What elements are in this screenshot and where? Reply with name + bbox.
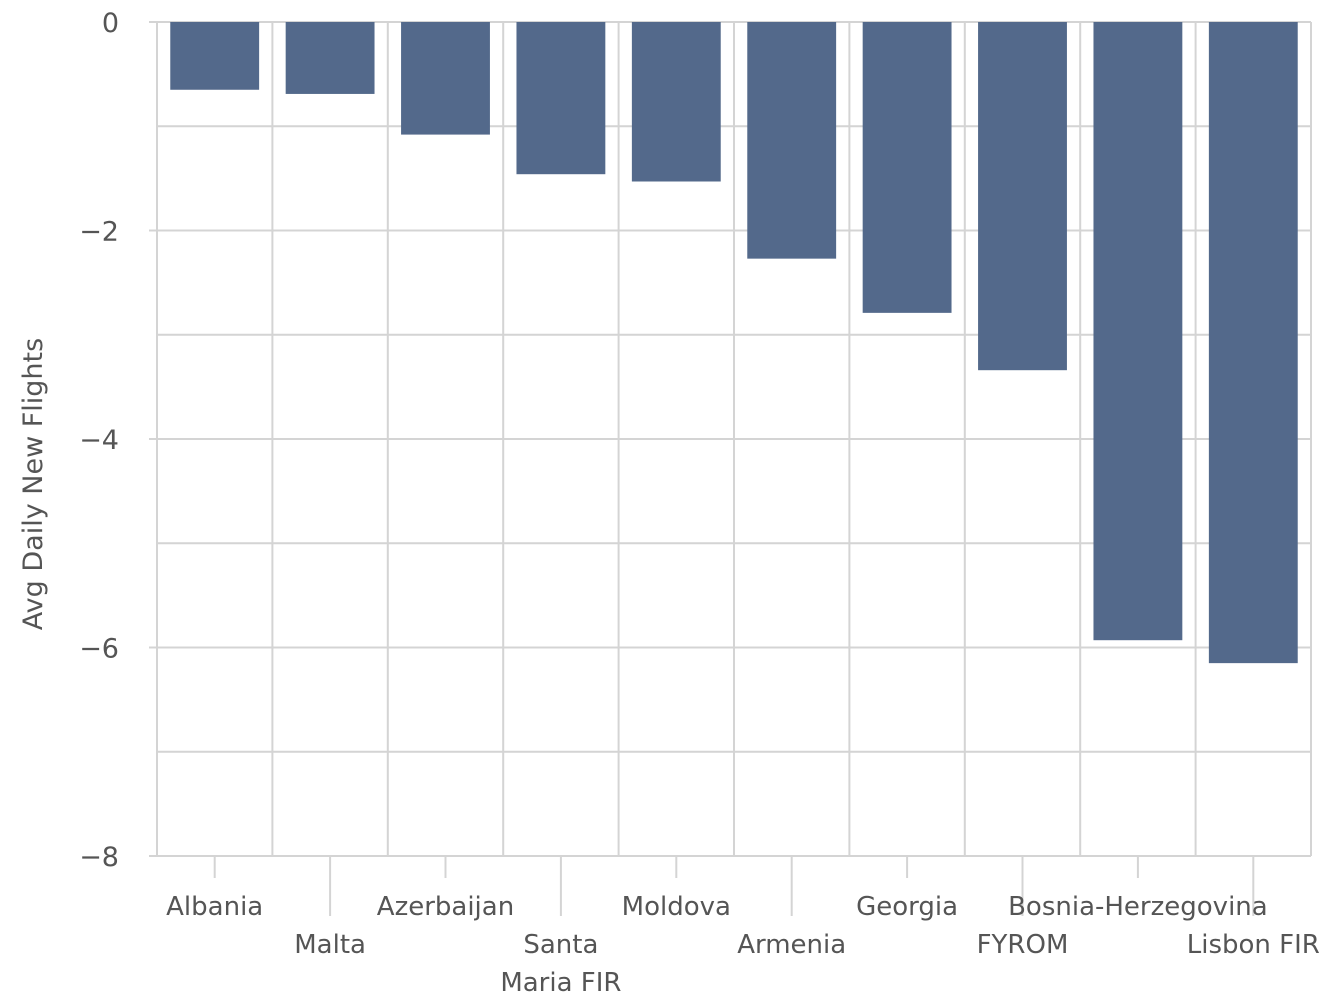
x-category-label: Azerbaijan [377,892,514,922]
x-category-label: Moldova [622,892,731,922]
y-tick-label: −4 [79,425,119,456]
y-tick-label: −2 [79,217,119,248]
bar[interactable] [516,22,606,175]
axis-layer: 0 −2 −4 −6 −8 [79,8,1255,916]
bar-layer [170,22,1298,664]
bar[interactable] [978,22,1067,371]
bar[interactable] [285,22,375,94]
bar[interactable] [631,22,721,182]
x-category-label: Malta [294,930,366,960]
label-layer: Albania Malta Azerbaijan Santa Maria FIR Mold… [166,892,1320,998]
x-category-label: Santa [523,930,598,960]
x-category-label: Albania [166,892,263,922]
x-category-label: FYROM [977,930,1069,960]
x-category-label: Georgia [856,892,958,922]
bar[interactable] [170,22,260,90]
grid-layer [156,21,1312,857]
bar[interactable] [862,22,952,313]
y-axis-title: Avg Daily New Flights [18,338,49,630]
x-category-label: Armenia [737,930,846,960]
y-tick-label: −6 [79,634,119,665]
bar[interactable] [747,22,837,259]
x-category-label: Bosnia-Herzegovina [1008,892,1268,922]
bar[interactable] [1208,22,1298,664]
y-tick-label: −8 [79,842,119,873]
y-tick-label: 0 [102,8,119,39]
x-category-label: Maria FIR [500,968,621,998]
bar[interactable] [1093,22,1183,641]
bar[interactable] [401,22,490,135]
x-category-label: Lisbon FIR [1187,930,1320,960]
